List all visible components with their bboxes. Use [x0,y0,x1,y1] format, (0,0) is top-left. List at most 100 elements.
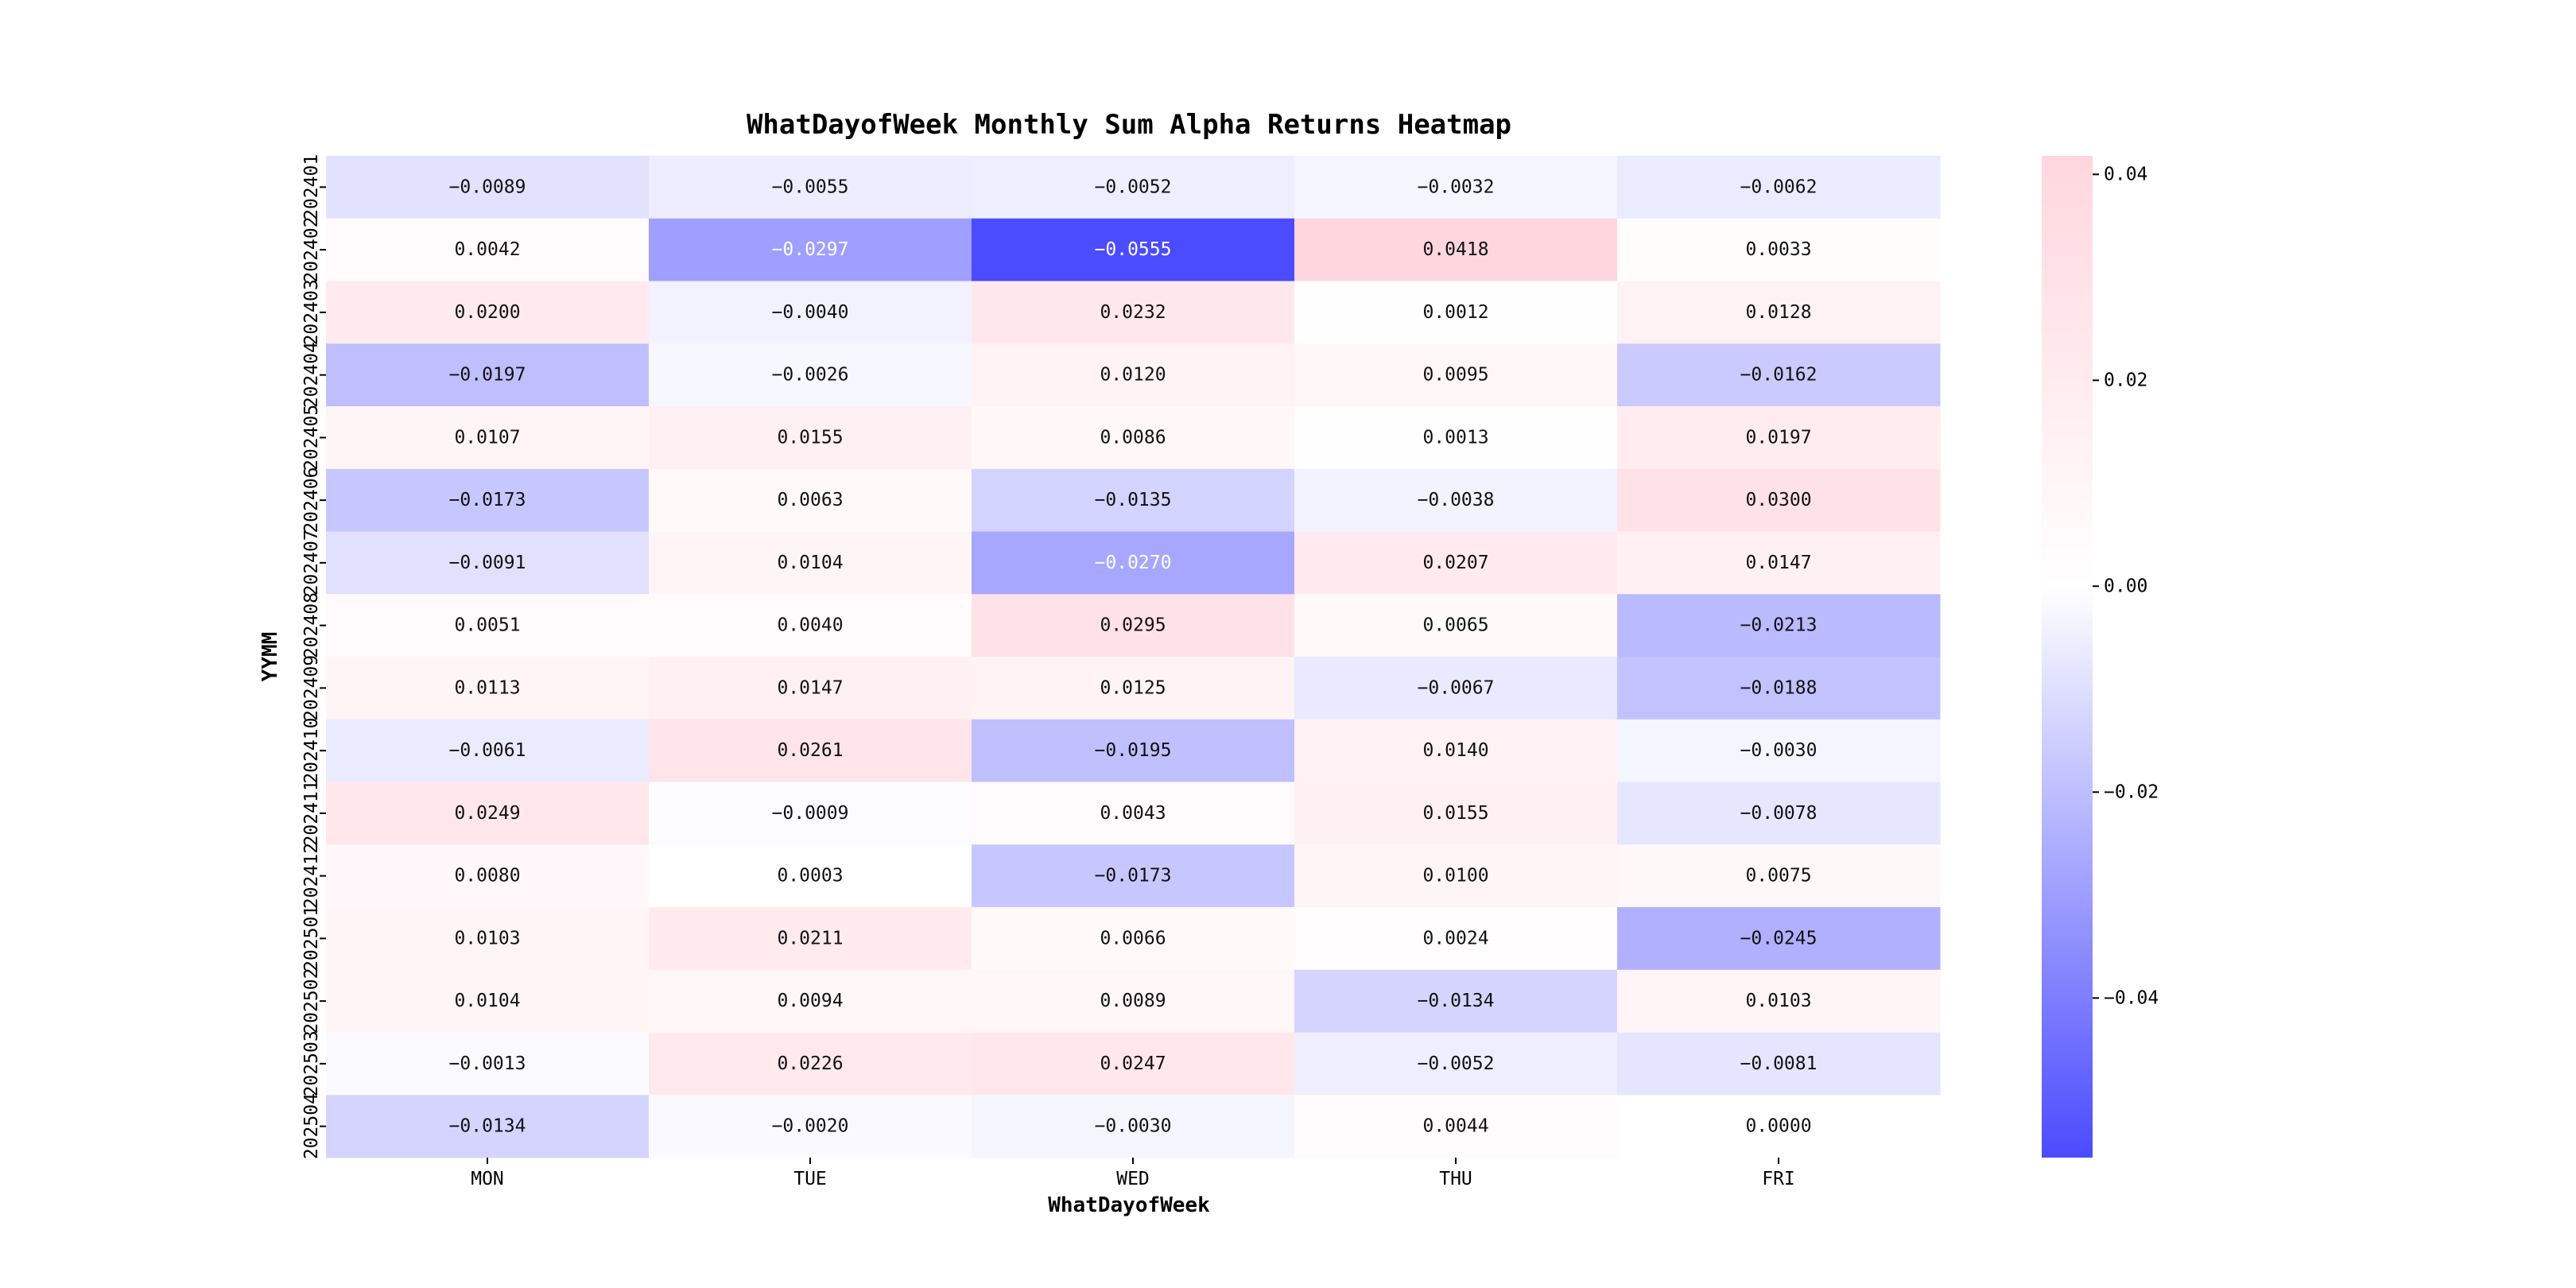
y-tick-label: 202412 [301,843,322,909]
cell-value-label: −0.0195 [1095,740,1172,761]
cell-value-label: −0.0134 [449,1116,526,1137]
cell-value-label: 0.0043 [1100,803,1166,824]
heatmap-cell [649,719,972,782]
heatmap-cell [649,281,972,344]
colorbar-tick-label: −0.04 [2104,987,2159,1008]
heatmap-cell [326,343,650,407]
cell-value-label: 0.0200 [454,302,520,323]
heatmap-cell [649,218,972,281]
heatmap-cell [972,218,1295,281]
cell-value-label: −0.0052 [1418,1053,1495,1074]
y-axis: 2024012024022024032024042024052024062024… [301,154,326,1159]
heatmap-cell [1294,156,1618,219]
cell-value-label: 0.0418 [1422,239,1488,260]
cell-value-label: −0.0213 [1740,615,1818,636]
cell-value-label: −0.0032 [1418,177,1495,197]
x-tick-label: WED [1116,1169,1150,1189]
heatmap-cell [326,406,650,470]
cell-value-label: −0.0089 [449,177,526,197]
heatmap-cell [1617,844,1941,908]
heatmap-cell [1294,1032,1618,1096]
heatmap-cell [972,719,1295,782]
cell-value-label: 0.0051 [454,615,520,636]
cell-value-label: 0.0155 [777,427,843,448]
heatmap-cell [1617,281,1941,344]
y-tick-label: 202411 [301,780,322,846]
x-tick-label: FRI [1762,1169,1795,1189]
heatmap-cell [649,782,972,845]
cell-value-label: −0.0162 [1740,365,1818,386]
cell-value-label: 0.0249 [454,803,520,824]
heatmap-cell [1294,343,1618,407]
heatmap-cell [649,907,972,971]
cell-value-label: 0.0086 [1100,427,1166,448]
heatmap-cell [649,1095,972,1158]
y-tick-label: 202408 [301,592,322,658]
cell-value-label: −0.0038 [1418,490,1495,510]
heatmap-cell [649,406,972,470]
colorbar: 0.04 0.02 0.00 −0.02 −0.04 [2042,156,2159,1158]
heatmap-cell [326,531,650,595]
cell-value-label: −0.0020 [772,1116,849,1137]
cell-value-label: −0.0555 [1095,239,1172,260]
cell-value-label: −0.0013 [449,1053,526,1074]
heatmap-cell [326,1032,650,1096]
heatmap-cell [1617,218,1941,281]
heatmap-cell [1617,468,1941,532]
heatmap-cell [1294,719,1618,782]
colorbar-tick-label: 0.02 [2104,370,2147,390]
y-tick-label: 202402 [301,217,322,283]
cell-value-label: 0.0024 [1422,928,1488,949]
cell-value-label: 0.0104 [454,991,520,1011]
cell-value-label: 0.0000 [1745,1116,1811,1137]
heatmap-cell [1617,719,1941,782]
cell-value-label: 0.0113 [454,677,520,698]
cell-value-label: −0.0026 [772,365,849,386]
cell-value-label: 0.0120 [1100,365,1166,386]
cell-value-label: −0.0055 [772,177,849,197]
colorbar-gradient [2042,156,2093,1158]
cell-value-label: −0.0078 [1740,803,1818,824]
cell-value-label: 0.0232 [1100,302,1166,323]
cell-value-label: −0.0091 [449,553,526,573]
cell-value-label: −0.0188 [1740,677,1818,698]
cell-value-label: 0.0033 [1745,239,1811,260]
cell-value-label: −0.0062 [1740,177,1818,197]
heatmap-cells: −0.0089 −0.0055 −0.0052 −0.0032 −0.0062 0.004… [326,156,1941,1158]
heatmap-cell [326,969,650,1033]
cell-value-label: 0.0295 [1100,615,1166,636]
chart-title: WhatDayofWeek Monthly Sum Alpha Returns … [747,109,1511,141]
y-tick-label: 202403 [301,279,322,345]
cell-value-label: 0.0094 [777,991,843,1011]
cell-value-label: 0.0063 [777,490,843,510]
cell-value-label: 0.0103 [454,928,520,949]
cell-value-label: −0.0270 [1095,553,1172,573]
heatmap-cell [1294,594,1618,658]
heatmap-cell [326,719,650,782]
heatmap-cell [326,156,650,219]
cell-value-label: −0.0030 [1740,740,1818,761]
colorbar-tick-label: −0.02 [2104,782,2159,802]
colorbar-tick-label: 0.00 [2104,576,2147,596]
x-tick-label: THU [1439,1169,1472,1189]
heatmap-cell [1617,406,1941,470]
cell-value-label: 0.0107 [454,427,520,448]
heatmap-cell [326,594,650,658]
cell-value-label: −0.0197 [449,365,526,386]
heatmap-cell [1617,531,1941,595]
heatmap-cell [649,844,972,908]
cell-value-label: 0.0089 [1100,991,1166,1011]
heatmap-cell [972,468,1295,532]
cell-value-label: 0.0247 [1100,1053,1166,1074]
heatmap-cell [972,844,1295,908]
heatmap-cell [1294,1095,1618,1158]
cell-value-label: 0.0065 [1422,615,1488,636]
y-tick-label: 202404 [301,342,322,408]
heatmap-cell [1294,844,1618,908]
x-axis: MON TUE WED THU FRI [471,1158,1795,1189]
heatmap-cell [649,594,972,658]
heatmap-cell [1294,907,1618,971]
cell-value-label: −0.0134 [1418,991,1495,1011]
heatmap-cell [1617,1095,1941,1158]
